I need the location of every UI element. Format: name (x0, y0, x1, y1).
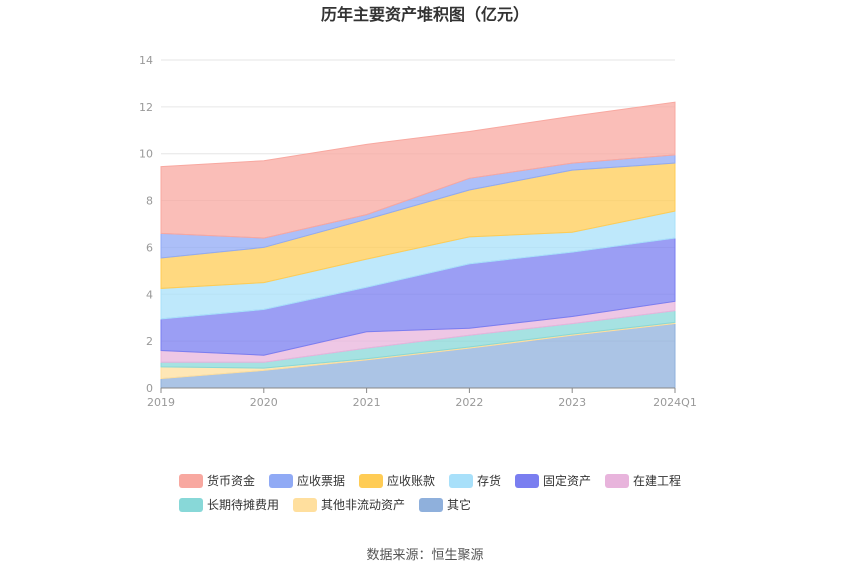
legend-label: 货币资金 (207, 473, 255, 488)
x-tick-label: 2024Q1 (653, 396, 697, 409)
legend-swatch (419, 498, 443, 512)
legend-item[interactable]: 其它 (419, 497, 471, 512)
series-areas (160, 101, 676, 389)
y-tick-label: 4 (146, 288, 153, 301)
legend-swatch (269, 474, 293, 488)
y-tick-label: 0 (146, 382, 153, 395)
legend-swatch (179, 474, 203, 488)
source-note: 数据来源：恒生聚源 (366, 548, 483, 563)
y-tick-label: 2 (146, 335, 153, 348)
x-tick-label: 2021 (353, 396, 381, 409)
legend-swatch (359, 474, 383, 488)
y-tick-label: 8 (146, 195, 153, 208)
legend-label: 其它 (447, 497, 471, 512)
legend-item[interactable]: 在建工程 (605, 473, 681, 488)
y-tick-label: 12 (139, 101, 153, 114)
y-tick-labels: 0 2 4 6 8 10 12 14 (139, 54, 153, 395)
x-tick-label: 2022 (455, 396, 483, 409)
x-tick-labels: 2019 2020 2021 2022 2023 2024Q1 (147, 396, 697, 409)
legend-item[interactable]: 应收账款 (359, 473, 435, 488)
axes (160, 387, 676, 393)
legend-swatch (293, 498, 317, 512)
y-tick-label: 6 (146, 241, 153, 254)
x-tick-label: 2023 (558, 396, 586, 409)
legend-item[interactable]: 固定资产 (515, 473, 591, 488)
legend-label: 应收票据 (297, 473, 345, 488)
y-tick-label: 14 (139, 54, 153, 67)
legend-item[interactable]: 存货 (449, 473, 501, 488)
area-series-8 (160, 101, 676, 239)
legend-item[interactable]: 其他非流动资产 (293, 498, 405, 512)
x-tick-label: 2020 (250, 396, 278, 409)
legend-swatch (179, 498, 203, 512)
legend-label: 存货 (477, 473, 501, 488)
legend-label: 其他非流动资产 (321, 498, 405, 512)
legend-label: 长期待摊费用 (207, 498, 279, 512)
legend-swatch (449, 474, 473, 488)
legend-item[interactable]: 长期待摊费用 (179, 498, 279, 512)
legend-label: 应收账款 (387, 473, 435, 488)
legend-swatch (605, 474, 629, 488)
legend-label: 固定资产 (543, 473, 591, 488)
y-tick-label: 10 (139, 148, 153, 161)
legend-swatch (515, 474, 539, 488)
legend-label: 在建工程 (633, 473, 681, 488)
legend-item[interactable]: 货币资金 (179, 473, 255, 488)
x-tick-label: 2019 (147, 396, 175, 409)
chart-title: 历年主要资产堆积图（亿元） (321, 5, 529, 24)
legend-item[interactable]: 应收票据 (269, 473, 345, 488)
